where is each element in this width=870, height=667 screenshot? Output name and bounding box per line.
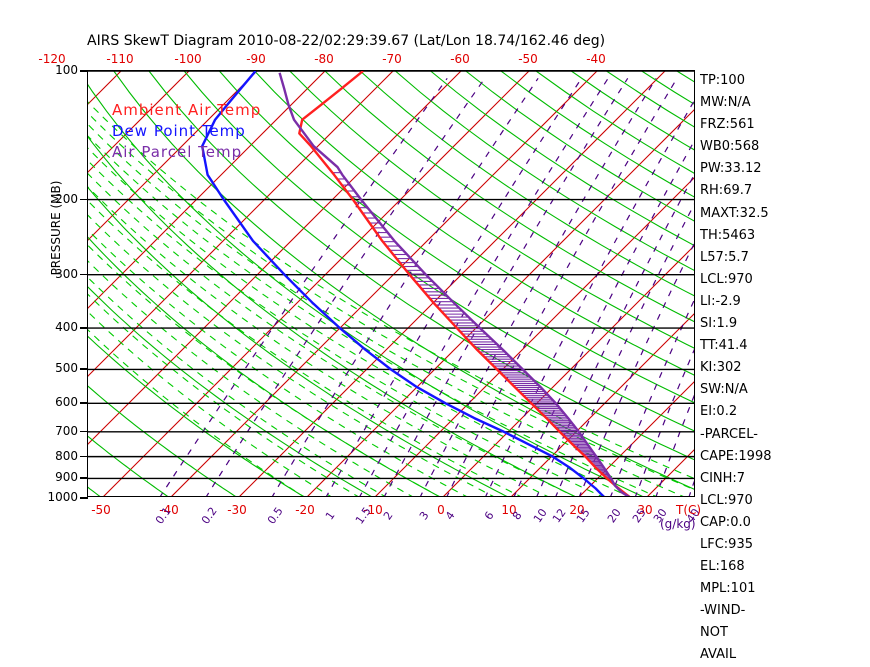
index-readout: MW:N/A <box>700 95 751 111</box>
index-readout: SW:N/A <box>700 382 748 398</box>
skewt-plot-svg <box>88 71 694 496</box>
skewt-plot-area <box>87 70 695 497</box>
bottom-temp-tick: -30 <box>227 503 247 517</box>
pressure-axis-label: PRESSURE (MB) <box>49 180 63 276</box>
top-temp-tick: -120 <box>38 52 66 66</box>
index-readout: LI:-2.9 <box>700 293 741 309</box>
top-temp-tick: -100 <box>174 52 202 66</box>
index-readout: -WIND- <box>700 603 746 619</box>
index-readout: TT:41.4 <box>700 338 748 354</box>
mixing-ratio-tick: 0.5 <box>265 504 287 527</box>
pressure-tick-mark <box>80 70 88 72</box>
index-readout: KI:302 <box>700 360 742 376</box>
moist-adiabat-lines <box>88 101 694 496</box>
sounding-indices-panel: TP:100 MW:N/A FRZ:561 WB0:568 PW:33.12 RH:69.… <box>700 70 865 667</box>
index-readout: LFC:935 <box>700 536 753 552</box>
legend-ambient-air-temp: Ambient Air Temp <box>112 101 262 119</box>
mixing-ratio-tick: 12 <box>550 506 569 526</box>
pressure-tick-mark <box>80 497 88 499</box>
index-readout: MAXT:32.5 <box>700 205 769 221</box>
bottom-temp-tick: -50 <box>91 503 111 517</box>
top-temp-tick: -90 <box>246 52 266 66</box>
mixing-ratio-tick: 4 <box>443 509 458 523</box>
pressure-tick-mark <box>80 368 88 370</box>
index-readout: MPL:101 <box>700 581 756 597</box>
page-title: AIRS SkewT Diagram 2010-08-22/02:29:39.6… <box>87 33 606 49</box>
mixing-ratio-tick: 2 <box>380 509 396 523</box>
mixing-ratio-tick: 3 <box>416 509 432 523</box>
pressure-tick: 600 <box>55 395 78 410</box>
bottom-temp-tick: 20 <box>569 503 585 517</box>
index-readout: TH:5463 <box>700 227 756 243</box>
index-readout: RH:69.7 <box>700 183 753 199</box>
top-temp-tick: -50 <box>518 52 538 66</box>
mixing-ratio-axis-label: (g/kg) <box>660 517 696 531</box>
bottom-temp-tick: -40 <box>159 503 179 517</box>
bottom-temp-tick: -20 <box>295 503 315 517</box>
curve-dew-point-temp <box>201 71 605 496</box>
mixing-ratio-tick: 1 <box>322 509 338 523</box>
pressure-tick: 200 <box>55 191 78 206</box>
pressure-tick: 400 <box>55 320 78 335</box>
index-readout: CAP:0.0 <box>700 514 751 530</box>
pressure-tick: 800 <box>55 448 78 463</box>
bottom-temp-tick: 0 <box>437 503 445 517</box>
pressure-tick-mark <box>80 198 88 201</box>
pressure-tick: 1000 <box>47 490 78 504</box>
top-temp-tick: -40 <box>586 52 606 66</box>
pressure-tick-mark <box>80 430 88 433</box>
pressure-tick: 100 <box>55 63 78 77</box>
index-readout: LCL:970 <box>700 271 753 287</box>
bottom-temp-tick: -10 <box>363 503 383 517</box>
bottom-temp-tick: 30 <box>637 503 653 517</box>
index-readout: WB0:568 <box>700 139 760 155</box>
top-temp-tick: -60 <box>450 52 470 66</box>
skewt-diagram-page: AIRS SkewT Diagram 2010-08-22/02:29:39.6… <box>38 33 772 663</box>
sounding-curves <box>201 71 631 496</box>
index-readout: FRZ:561 <box>700 117 755 133</box>
top-temp-tick: -70 <box>382 52 402 66</box>
pressure-tick-mark <box>80 477 88 479</box>
mixing-ratio-tick: 10 <box>531 506 550 526</box>
top-temp-tick: -80 <box>314 52 334 66</box>
mixing-ratio-tick: 0.2 <box>199 504 221 527</box>
index-readout: CAPE:1998 <box>700 448 772 464</box>
index-readout: -PARCEL- <box>700 426 758 442</box>
mixing-ratio-tick: 6 <box>481 509 497 523</box>
pressure-tick-mark <box>80 455 88 458</box>
curve-ambient-air-temp <box>298 71 631 496</box>
index-readout: CINH:7 <box>700 470 746 486</box>
bottom-temp-tick: 10 <box>501 503 517 517</box>
index-readout: AVAIL <box>700 647 737 663</box>
index-readout: TP:100 <box>700 73 745 88</box>
pressure-tick: 500 <box>55 361 78 376</box>
pressure-tick-mark <box>80 327 88 329</box>
curve-air-parcel-temp <box>278 72 631 496</box>
pressure-tick: 900 <box>55 470 78 485</box>
index-readout: LCL:970 <box>700 492 753 508</box>
top-temp-tick: -110 <box>106 52 134 66</box>
pressure-tick-mark <box>80 402 88 404</box>
legend-air-parcel-temp: Air Parcel Temp <box>112 143 243 161</box>
pressure-tick: 300 <box>55 266 78 281</box>
pressure-tick: 700 <box>55 423 78 438</box>
index-readout: L57:5.7 <box>700 249 749 265</box>
index-readout: SI:1.9 <box>700 316 738 332</box>
index-readout: NOT <box>700 625 728 641</box>
mixing-ratio-lines <box>159 77 694 496</box>
legend-dew-point-temp: Dew Point Temp <box>112 122 246 140</box>
index-readout: PW:33.12 <box>700 161 762 177</box>
mixing-ratio-tick: 8 <box>510 509 526 523</box>
index-readout: EI:0.2 <box>700 404 738 420</box>
temperature-axis-label: T(C) <box>676 503 702 517</box>
index-readout: EL:168 <box>700 559 745 575</box>
mixing-ratio-tick: 20 <box>605 506 624 526</box>
cape-shaded-region <box>332 172 614 484</box>
pressure-tick-mark <box>80 273 88 276</box>
